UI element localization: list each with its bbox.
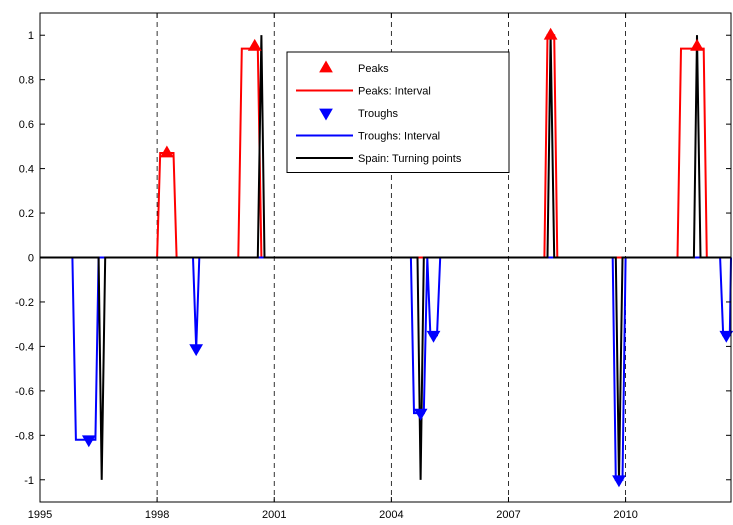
y-tick-label-0.4: 0.4 — [19, 164, 34, 176]
peak-marker-3 — [543, 27, 558, 40]
peak-marker-2 — [247, 38, 262, 51]
series-line-spain-turning-points — [40, 35, 731, 480]
y-tick-label--0.2: -0.2 — [15, 297, 34, 309]
x-tick-label-1998: 1998 — [145, 509, 169, 521]
legend: Peaks Peaks: Interval Troughs Troughs: Inte… — [286, 51, 510, 173]
trough-marker-6 — [719, 330, 733, 343]
x-tick-label-2004: 2004 — [379, 509, 403, 521]
y-tick-label-0.2: 0.2 — [19, 208, 34, 220]
legend-label-peaks-interval: Peaks: Interval — [358, 86, 431, 98]
peak-marker-1 — [160, 145, 174, 158]
y-tick-label-1: 1 — [28, 30, 34, 42]
x-tick-label-2007: 2007 — [496, 509, 520, 521]
trough-marker-4 — [426, 330, 441, 343]
trough-marker-5 — [612, 475, 626, 488]
legend-swatch-peaks — [319, 60, 333, 73]
trough-marker-2 — [189, 344, 204, 357]
y-tick-label--1: -1 — [24, 475, 34, 487]
trough-marker-1 — [81, 435, 96, 448]
peak-marker-4 — [690, 38, 704, 51]
y-tick-label--0.4: -0.4 — [15, 341, 34, 353]
legend-swatch-troughs — [319, 108, 333, 121]
y-tick-label-0: 0 — [28, 253, 34, 265]
x-tick-label-2001: 2001 — [262, 509, 286, 521]
y-tick-label--0.8: -0.8 — [15, 430, 34, 442]
x-tick-label-1995: 1995 — [28, 509, 52, 521]
series-lines — [40, 34, 732, 481]
y-tick-label-0.8: 0.8 — [19, 75, 34, 87]
legend-label-troughs-interval: Troughs: Interval — [358, 131, 440, 143]
axis-ticks: 1995 1998 2001 2004 2007 2010 -1 -0.8 -0.6 -0.4 -0… — [15, 13, 731, 521]
legend-label-peaks: Peaks — [358, 63, 389, 75]
x-tick-label-2010: 2010 — [613, 509, 637, 521]
legend-label-troughs: Troughs — [358, 108, 398, 120]
y-tick-label--0.6: -0.6 — [15, 386, 34, 398]
trough-marker-3 — [413, 408, 428, 421]
series-markers — [81, 27, 733, 488]
y-tick-label-0.6: 0.6 — [19, 119, 34, 131]
legend-label-spain-turning-points: Spain: Turning points — [358, 153, 462, 165]
